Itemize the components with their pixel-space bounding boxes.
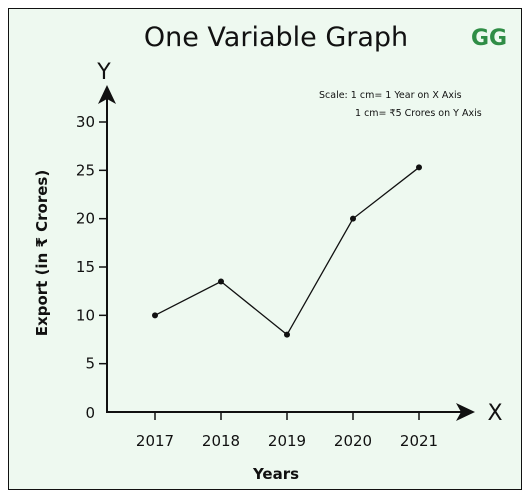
x-tick-label: 2021 xyxy=(400,432,438,450)
x-tick-label: 2018 xyxy=(202,432,240,450)
y-tick-label: 0 xyxy=(85,404,95,422)
x-tick-label: 2017 xyxy=(136,432,174,450)
y-tick-label: 25 xyxy=(76,161,95,179)
y-tick-label: 10 xyxy=(76,306,95,324)
y-tick-label: 30 xyxy=(76,113,95,131)
x-axis-arrow xyxy=(456,403,475,421)
scale-note-x: Scale: 1 cm= 1 Year on X Axis xyxy=(319,90,462,101)
y-tick-label: 15 xyxy=(76,258,95,276)
y-axis-label: Export (in ₹ Crores) xyxy=(33,170,51,336)
data-point xyxy=(152,312,158,319)
logo: GG xyxy=(471,26,507,51)
series xyxy=(152,164,422,338)
data-point xyxy=(284,331,290,338)
data-point xyxy=(416,164,422,171)
x-axis-label: Years xyxy=(252,465,299,483)
y-tick-label: 20 xyxy=(76,210,95,228)
data-point xyxy=(350,215,356,222)
x-axis-letter: X xyxy=(487,401,502,426)
x-tick-label: 2020 xyxy=(334,432,372,450)
y-ticks: 0 5 10 15 20 25 30 xyxy=(76,113,107,422)
x-tick-label: 2019 xyxy=(268,432,306,450)
y-axis-arrow xyxy=(98,85,116,104)
chart-title: One Variable Graph xyxy=(144,22,408,53)
logo-mark: GG xyxy=(471,26,507,51)
line-chart: One Variable Graph GG Scale: 1 cm= 1 Yea… xyxy=(33,22,507,483)
y-axis-letter: Y xyxy=(96,60,111,85)
series-line xyxy=(154,166,420,336)
y-tick-label: 5 xyxy=(85,355,95,373)
x-ticks: 2017 2018 2019 2020 2021 xyxy=(136,412,438,450)
data-point xyxy=(218,278,224,285)
chart-frame: One Variable Graph GG Scale: 1 cm= 1 Yea… xyxy=(8,8,522,490)
scale-note-y: 1 cm= ₹5 Crores on Y Axis xyxy=(355,108,482,119)
